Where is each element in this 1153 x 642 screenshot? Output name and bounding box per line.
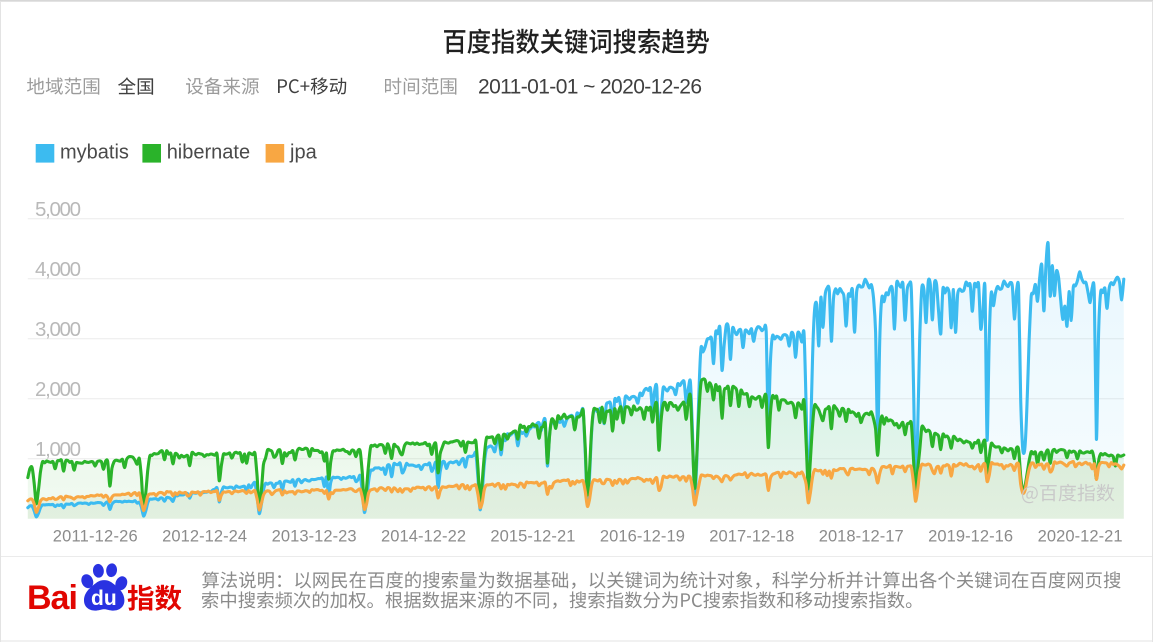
svg-text:2017-12-18: 2017-12-18: [709, 528, 794, 546]
svg-text:2015-12-21: 2015-12-21: [490, 528, 575, 546]
svg-text:2011-01-01 ~ 2020-12-26: 2011-01-01 ~ 2020-12-26: [478, 76, 702, 99]
svg-text:du: du: [91, 587, 117, 610]
svg-text:2019-12-16: 2019-12-16: [928, 528, 1013, 546]
svg-text:2012-12-24: 2012-12-24: [162, 528, 247, 546]
svg-text:2018-12-17: 2018-12-17: [819, 528, 904, 546]
svg-text:Bai: Bai: [27, 579, 77, 617]
svg-text:2013-12-23: 2013-12-23: [272, 528, 357, 546]
svg-text:2016-12-19: 2016-12-19: [600, 528, 685, 546]
svg-text:mybatis: mybatis: [60, 142, 129, 164]
svg-text:5,000: 5,000: [35, 198, 81, 221]
svg-text:2011-12-26: 2011-12-26: [53, 528, 138, 546]
svg-text:1,000: 1,000: [35, 438, 81, 461]
svg-text:4,000: 4,000: [35, 258, 81, 281]
svg-text:hibernate: hibernate: [167, 142, 250, 164]
svg-text:3,000: 3,000: [35, 318, 81, 341]
svg-text:2,000: 2,000: [35, 378, 81, 401]
svg-text:2020-12-21: 2020-12-21: [1038, 528, 1123, 546]
svg-text:jpa: jpa: [289, 142, 318, 164]
svg-text:2014-12-22: 2014-12-22: [381, 528, 466, 546]
